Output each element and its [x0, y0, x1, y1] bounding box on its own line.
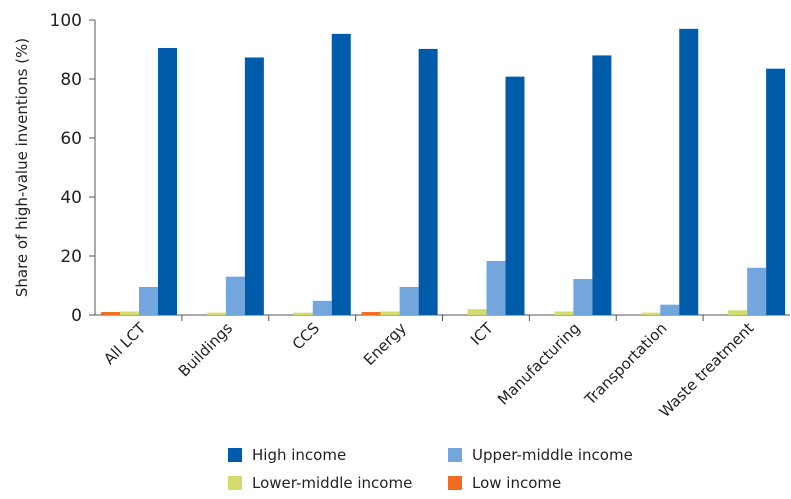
bar — [660, 304, 680, 315]
legend-swatch — [448, 476, 462, 490]
bar — [766, 68, 786, 315]
bar — [206, 312, 226, 315]
bar — [331, 33, 351, 316]
bar — [728, 310, 748, 315]
y-axis-title: Share of high-value inventions (%) — [13, 38, 31, 297]
legend-label: Low income — [472, 474, 562, 492]
x-tick-label: All LCT — [100, 319, 150, 369]
bar — [573, 279, 593, 315]
x-tick-label: ICT — [467, 319, 497, 349]
bar — [679, 28, 699, 315]
legend-swatch — [228, 448, 242, 462]
bar — [120, 311, 139, 315]
bar — [101, 312, 120, 315]
legend-label: Upper-middle income — [472, 446, 633, 464]
x-tick-label: Manufacturing — [494, 319, 584, 409]
x-tick-label: Energy — [360, 319, 410, 369]
bar — [361, 312, 381, 315]
y-tick-label: 40 — [60, 188, 82, 208]
legend-label: High income — [252, 446, 347, 464]
x-tick-label: Transportation — [580, 319, 670, 409]
bar — [747, 267, 767, 315]
x-tick-label: CCS — [289, 319, 323, 353]
bar — [399, 286, 419, 315]
bar — [418, 48, 438, 315]
legend-swatch — [228, 476, 242, 490]
bar — [312, 300, 332, 315]
y-tick-label: 20 — [60, 247, 82, 267]
y-tick-label: 0 — [71, 306, 82, 326]
legend-label: Lower-middle income — [252, 474, 413, 492]
bar — [641, 312, 661, 315]
y-tick-label: 60 — [60, 129, 82, 149]
bar — [554, 311, 574, 315]
bar — [467, 309, 487, 315]
x-tick-label: Waste treatment — [656, 319, 758, 421]
bar — [225, 276, 245, 315]
bar — [505, 76, 525, 315]
legend-swatch — [448, 448, 462, 462]
bar — [139, 286, 158, 315]
bar — [592, 55, 612, 316]
legend-item-low-income: Low income — [448, 472, 561, 494]
bar — [293, 312, 313, 315]
bar — [158, 48, 177, 316]
legend-item-lower-middle-income: Lower-middle income — [228, 472, 412, 494]
bar — [244, 57, 264, 316]
legend-item-upper-middle-income: Upper-middle income — [448, 444, 633, 466]
bar — [486, 261, 506, 315]
y-tick-label: 80 — [60, 70, 82, 90]
bar — [380, 311, 400, 315]
legend-item-high-income: High income — [228, 444, 346, 466]
x-tick-label: Buildings — [175, 319, 236, 380]
y-tick-label: 100 — [50, 11, 82, 31]
